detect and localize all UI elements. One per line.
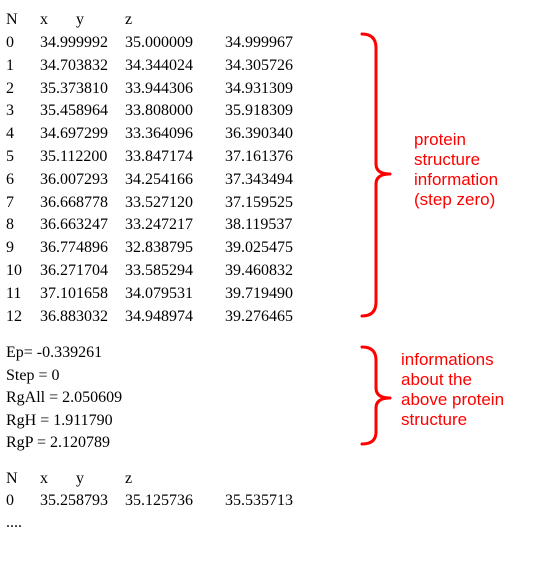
cell-x: 35.373810 xyxy=(40,79,108,97)
annotation-line: above protein xyxy=(401,390,505,409)
cell-z: 35.918309 xyxy=(225,102,293,120)
cell-y: 33.944306 xyxy=(125,79,193,97)
annotation-line: structure xyxy=(414,150,481,169)
cell-x: 37.101658 xyxy=(40,284,108,302)
col-header-x: x xyxy=(40,11,48,28)
cell-n: 10 xyxy=(6,262,22,279)
info-line: RgP = 2.120789 xyxy=(6,434,110,451)
cell-n: 12 xyxy=(6,307,22,325)
cell-y: 33.847174 xyxy=(125,148,193,165)
col-header-z: z xyxy=(125,11,133,28)
cell-y: 33.808000 xyxy=(125,102,193,120)
cell-n: 6 xyxy=(6,170,14,188)
cell-z: 36.390340 xyxy=(225,125,293,143)
cell-z: 34.999967 xyxy=(225,34,293,51)
structure-bracket xyxy=(360,32,392,318)
annotation-line: protein xyxy=(414,130,466,149)
cell-y: 33.364096 xyxy=(125,125,193,143)
cell-x: 36.663247 xyxy=(40,216,108,234)
annotation-line: structure xyxy=(401,410,468,429)
cell-n: 0 xyxy=(6,34,14,51)
cell-z: 39.276465 xyxy=(225,307,293,325)
cell-n: 8 xyxy=(6,216,14,234)
col-header-n: N xyxy=(6,11,18,28)
cell-n: 7 xyxy=(6,193,14,211)
col-header-n: N xyxy=(6,470,18,487)
cell-y: 34.079531 xyxy=(125,284,193,302)
cell-n: 11 xyxy=(6,284,22,302)
cell-x: 35.458964 xyxy=(40,102,108,120)
cell-x: 36.774896 xyxy=(40,239,108,257)
continuation-ellipsis: .... xyxy=(6,514,22,531)
cell-z: 37.343494 xyxy=(225,170,293,188)
annotation-line: informations xyxy=(401,350,494,369)
cell-n: 9 xyxy=(6,239,14,257)
cell-y: 33.247217 xyxy=(125,216,193,234)
cell-z: 39.025475 xyxy=(225,239,293,257)
structure-annotation: protein structure information (step zero… xyxy=(414,130,498,210)
cell-z: 37.161376 xyxy=(225,148,293,165)
cell-n: 3 xyxy=(6,102,14,120)
cell-y: 33.585294 xyxy=(125,262,193,279)
cell-z: 34.305726 xyxy=(225,56,293,74)
cell-z: 34.931309 xyxy=(225,79,293,97)
cell-y: 35.000009 xyxy=(125,34,193,51)
cell-x: 36.668778 xyxy=(40,193,108,211)
cell-x: 34.703832 xyxy=(40,56,108,74)
cell-y: 32.838795 xyxy=(125,239,193,257)
col-header-y: y xyxy=(76,470,84,487)
info-line: RgH = 1.911790 xyxy=(6,411,113,429)
cell-x: 34.697299 xyxy=(40,125,108,143)
col-header-z: z xyxy=(125,470,133,487)
info-line: Ep= -0.339261 xyxy=(6,344,103,361)
cell-y: 33.527120 xyxy=(125,193,193,211)
col-header-x: x xyxy=(40,470,48,487)
info-line: Step = 0 xyxy=(6,366,60,384)
cell-x: 35.258793 xyxy=(40,492,108,509)
annotation-line: information xyxy=(414,170,499,189)
cell-x: 34.999992 xyxy=(40,34,108,51)
cell-n: 4 xyxy=(6,125,14,143)
cell-y: 34.254166 xyxy=(125,170,193,188)
cell-n: 5 xyxy=(6,148,14,165)
cell-x: 36.007293 xyxy=(40,170,108,188)
cell-y: 34.344024 xyxy=(125,56,193,74)
cell-z: 38.119537 xyxy=(225,216,293,234)
cell-y: 35.125736 xyxy=(125,492,193,509)
cell-z: 37.159525 xyxy=(225,193,293,211)
cell-z: 35.535713 xyxy=(225,492,293,509)
info-line: RgAll = 2.050609 xyxy=(6,389,123,406)
cell-n: 0 xyxy=(6,492,14,509)
col-header-y: y xyxy=(76,11,84,28)
info-bracket xyxy=(360,345,392,446)
cell-z: 39.460832 xyxy=(225,262,293,279)
cell-x: 35.112200 xyxy=(40,148,108,165)
cell-n: 1 xyxy=(6,56,14,74)
cell-x: 36.883032 xyxy=(40,307,108,325)
cell-x: 36.271704 xyxy=(40,262,108,279)
info-annotation: informations about the above protein str… xyxy=(401,350,504,430)
annotation-line: about the xyxy=(401,370,472,389)
cell-n: 2 xyxy=(6,79,14,97)
cell-z: 39.719490 xyxy=(225,284,293,302)
cell-y: 34.948974 xyxy=(125,307,193,325)
annotation-line: (step zero) xyxy=(414,190,496,209)
